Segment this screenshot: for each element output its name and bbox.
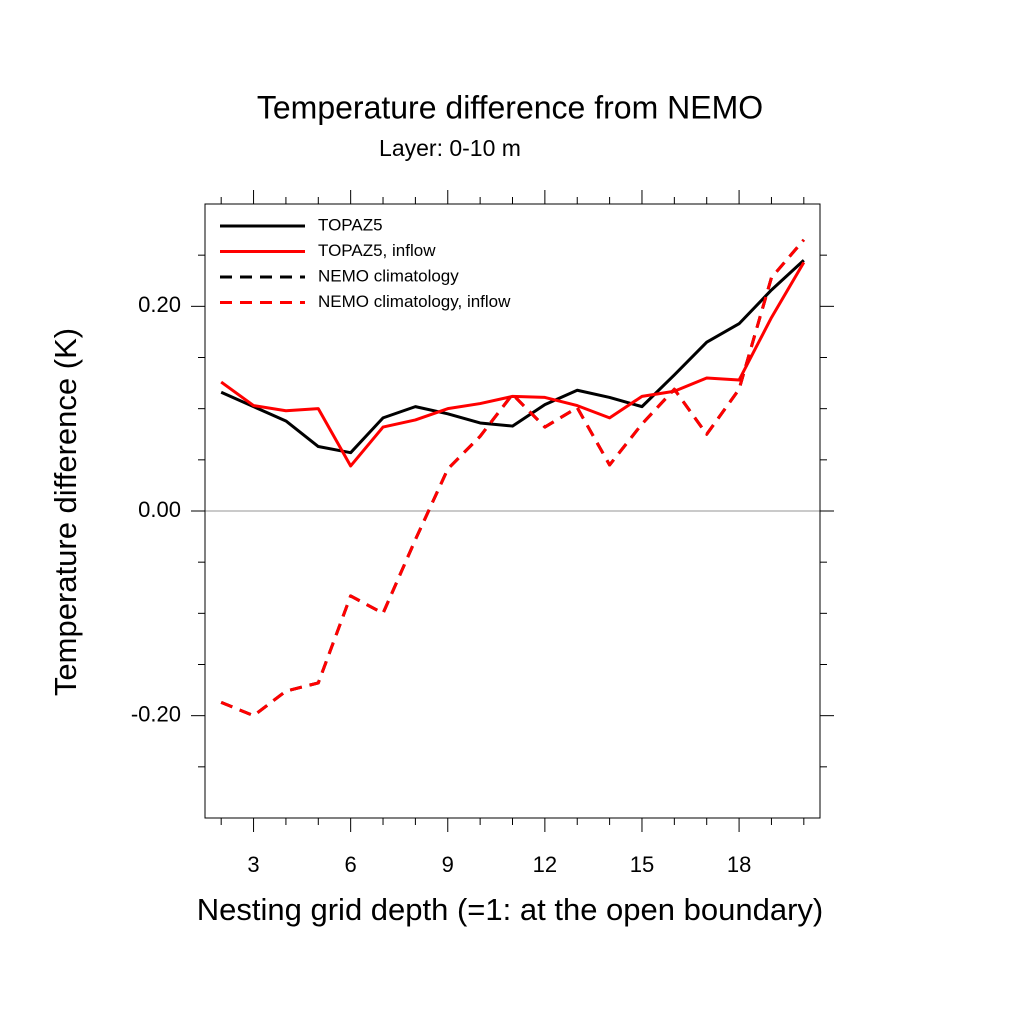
x-tick-label: 18 xyxy=(727,852,751,877)
x-tick-label: 12 xyxy=(533,852,557,877)
series-line xyxy=(220,259,805,455)
legend-label: NEMO climatology, inflow xyxy=(318,292,511,311)
x-tick-label: 3 xyxy=(247,852,259,877)
series-line xyxy=(220,238,805,718)
series-line xyxy=(220,261,806,468)
x-tick-label: 15 xyxy=(630,852,654,877)
legend-label: TOPAZ5 xyxy=(318,215,383,234)
y-tick-label: -0.20 xyxy=(131,701,181,726)
x-axis-label: Nesting grid depth (=1: at the open boun… xyxy=(197,892,823,927)
x-tick-label: 9 xyxy=(442,852,454,877)
series-line xyxy=(220,238,805,718)
legend-label: TOPAZ5, inflow xyxy=(318,241,436,260)
chart-subtitle: Layer: 0-10 m xyxy=(379,135,521,161)
legend-label: NEMO climatology xyxy=(318,266,459,285)
chart-title: Temperature difference from NEMO xyxy=(257,89,763,125)
x-tick-label: 6 xyxy=(345,852,357,877)
plot-frame xyxy=(204,203,821,819)
y-tick-label: 0.20 xyxy=(138,292,181,317)
y-axis-label: Temperature difference (K) xyxy=(48,328,83,696)
y-tick-label: 0.00 xyxy=(138,497,181,522)
